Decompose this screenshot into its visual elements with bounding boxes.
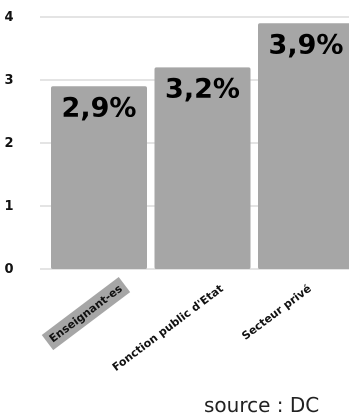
value-labels: 2,9% 3,2% 3,9% [62, 29, 344, 123]
y-tick-label: 0 [4, 262, 13, 277]
category-highlight-band [41, 276, 131, 351]
y-tick-label: 4 [4, 10, 13, 25]
category-label-group: Fonction public d'Etat [110, 282, 226, 374]
bar [51, 86, 147, 269]
y-tick-label: 1 [4, 199, 13, 214]
value-label: 3,9% [269, 29, 344, 60]
category-label-group: Enseignant-es [41, 276, 131, 351]
value-label: 3,2% [165, 73, 240, 104]
bar [154, 67, 251, 270]
bar [258, 23, 349, 269]
bars [51, 23, 349, 270]
y-tick-label: 3 [4, 73, 13, 88]
y-axis-ticks: 0 1 2 3 4 [4, 10, 13, 277]
source-note: source : DC [204, 393, 320, 417]
category-label: Secteur privé [239, 282, 313, 343]
category-label: Enseignant-es [47, 282, 125, 346]
category-label-group: Secteur privé [239, 282, 313, 343]
y-tick-label: 2 [4, 136, 13, 151]
category-label: Fonction public d'Etat [110, 282, 226, 374]
value-label: 2,9% [62, 92, 137, 123]
